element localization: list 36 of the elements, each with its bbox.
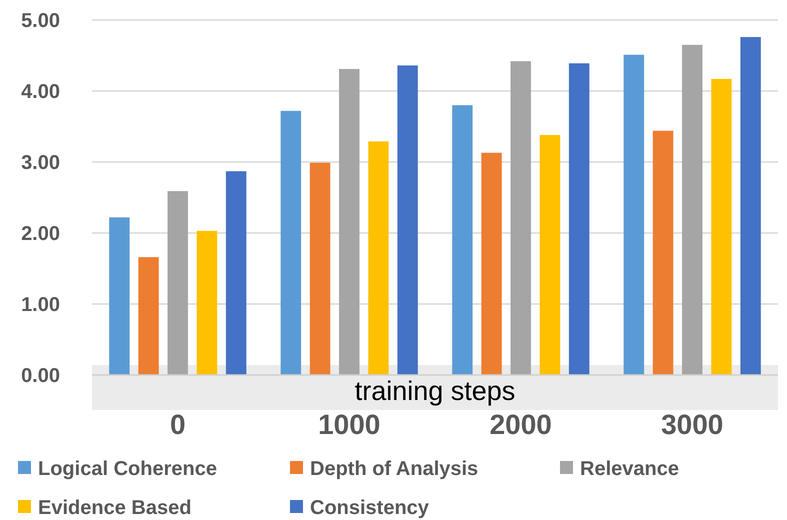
bar (310, 162, 330, 375)
bar (481, 152, 502, 375)
bar (280, 110, 302, 375)
bar (452, 105, 473, 375)
x-tick-label: 0 (170, 409, 186, 440)
bar (568, 63, 590, 375)
x-tick-label: 2000 (490, 409, 552, 440)
bar (196, 230, 218, 375)
bar (624, 54, 644, 375)
y-tick-label: 4.00 (21, 81, 60, 103)
bar (682, 44, 702, 375)
bar (740, 37, 761, 375)
bar (368, 141, 389, 375)
bar (226, 171, 246, 375)
bar (397, 65, 418, 375)
bar (109, 217, 130, 375)
y-tick-label: 0.00 (21, 365, 60, 387)
x-tick-label: 1000 (318, 409, 380, 440)
bar (540, 135, 560, 375)
legend-label: Evidence Based (38, 497, 192, 519)
y-tick-label: 3.00 (21, 152, 60, 174)
legend-label: Relevance (580, 458, 679, 480)
legend-label: Depth of Analysis (310, 458, 478, 480)
bar (510, 61, 531, 375)
bar (711, 78, 732, 375)
legend-label: Logical Coherence (38, 458, 217, 480)
x-axis-title: training steps (354, 376, 516, 406)
bar (652, 130, 674, 375)
legend-label: Consistency (310, 497, 430, 519)
x-tick-label: 3000 (661, 409, 724, 440)
y-tick-label: 5.00 (21, 10, 60, 32)
bar (168, 191, 188, 375)
bar (339, 68, 360, 375)
y-tick-label: 1.00 (21, 294, 60, 316)
bar (138, 257, 159, 375)
y-tick-label: 2.00 (21, 223, 60, 245)
